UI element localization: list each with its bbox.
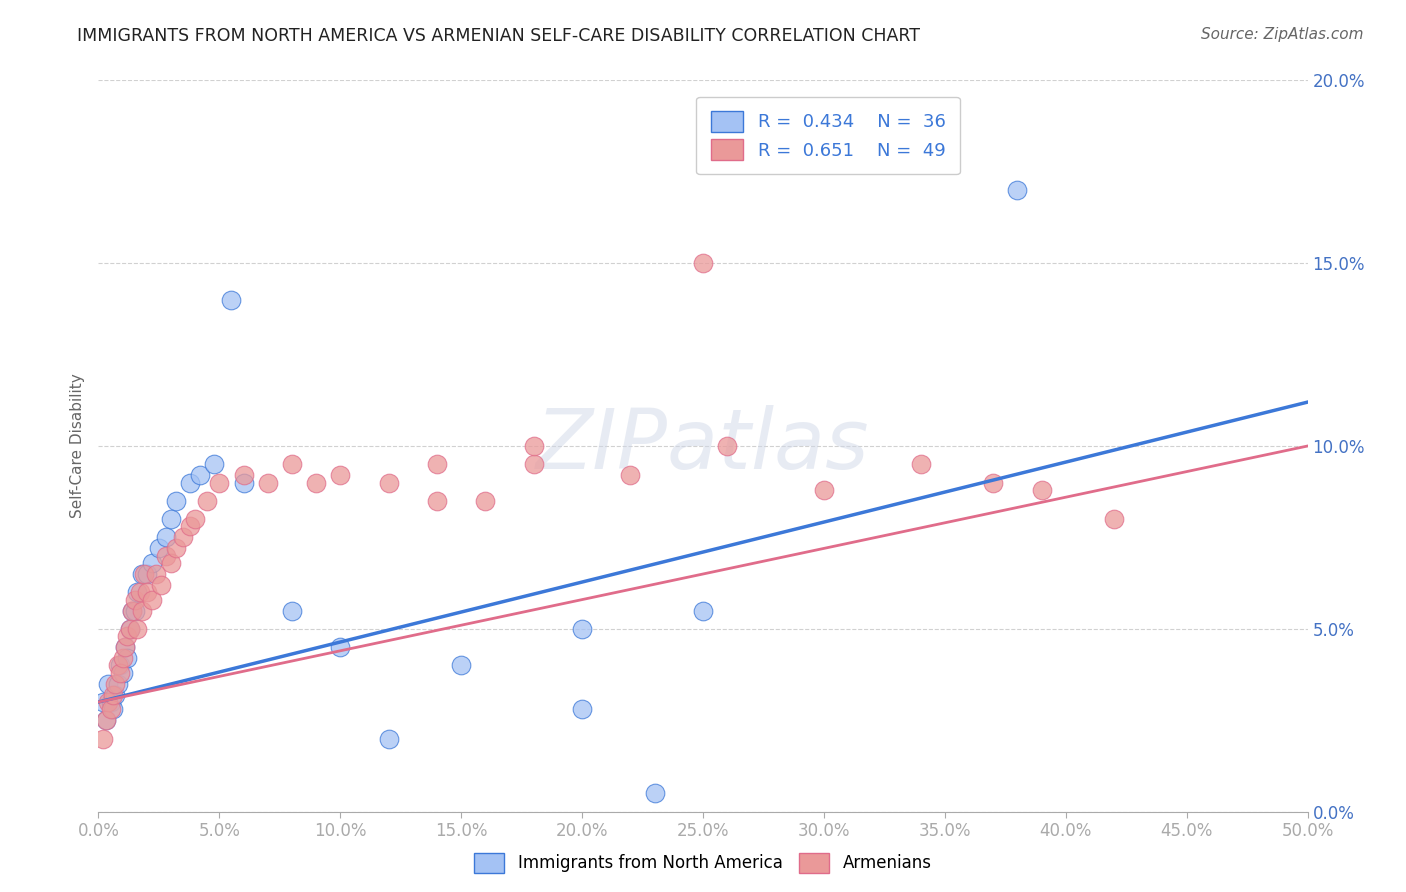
Point (118, 622, 141, 636)
Point (1007, 183, 1029, 197)
Point (184, 512, 207, 526)
Point (127, 585, 149, 599)
Point (108, 658, 131, 673)
Point (981, 475, 1004, 490)
Point (121, 603, 143, 617)
Point (101, 688, 124, 702)
Point (97, 676, 120, 690)
Point (124, 592, 146, 607)
Point (108, 665, 131, 680)
Point (114, 640, 136, 655)
Y-axis label: Self-Care Disability: Self-Care Disability (69, 374, 84, 518)
Point (111, 651, 134, 665)
Point (141, 556, 163, 570)
Point (692, 603, 714, 617)
Point (141, 592, 163, 607)
Point (256, 475, 278, 490)
Point (145, 567, 167, 582)
Point (377, 475, 399, 490)
Point (910, 457, 932, 471)
Text: Source: ZipAtlas.com: Source: ZipAtlas.com (1201, 27, 1364, 42)
Point (100, 695, 122, 709)
Point (195, 494, 218, 508)
Point (104, 688, 127, 702)
Point (148, 541, 170, 556)
Point (94, 714, 117, 728)
Point (204, 457, 226, 471)
Point (179, 475, 201, 490)
Point (135, 585, 157, 599)
Point (232, 475, 254, 490)
Text: IMMIGRANTS FROM NORTH AMERICA VS ARMENIAN SELF-CARE DISABILITY CORRELATION CHART: IMMIGRANTS FROM NORTH AMERICA VS ARMENIA… (77, 27, 921, 45)
Point (474, 494, 496, 508)
Point (131, 567, 153, 582)
Point (135, 567, 157, 582)
Point (97, 695, 120, 709)
Point (100, 702, 122, 716)
Point (1031, 483, 1053, 497)
Point (523, 457, 546, 471)
Point (221, 293, 243, 307)
Point (117, 651, 139, 665)
Point (813, 483, 835, 497)
Point (114, 640, 136, 655)
Point (107, 658, 129, 673)
Point (426, 457, 449, 471)
Point (644, 787, 666, 801)
Point (104, 676, 127, 690)
Point (94, 714, 117, 728)
Point (91, 695, 114, 709)
Point (179, 519, 201, 533)
Point (111, 665, 134, 680)
Point (160, 512, 183, 526)
Point (117, 629, 139, 643)
Point (107, 676, 129, 690)
Point (127, 622, 149, 636)
Point (281, 603, 304, 617)
Point (160, 556, 183, 570)
Point (619, 468, 641, 483)
Point (165, 541, 187, 556)
Point (150, 578, 173, 592)
Legend: Immigrants from North America, Armenians: Immigrants from North America, Armenians (468, 847, 938, 880)
Point (692, 256, 714, 270)
Point (155, 530, 177, 544)
Point (571, 622, 593, 636)
Point (232, 468, 254, 483)
Point (1102, 512, 1125, 526)
Point (329, 468, 352, 483)
Point (281, 457, 304, 471)
Point (165, 494, 187, 508)
Point (121, 603, 143, 617)
Point (172, 530, 194, 544)
Point (134, 567, 156, 582)
Point (208, 475, 231, 490)
Text: ZIPatlas: ZIPatlas (536, 406, 870, 486)
Point (716, 439, 738, 453)
Point (124, 603, 146, 617)
Point (131, 603, 153, 617)
Point (377, 731, 399, 746)
Point (523, 439, 546, 453)
Point (118, 622, 141, 636)
Point (426, 494, 449, 508)
Point (91, 731, 114, 746)
Point (155, 549, 177, 563)
Point (128, 585, 150, 599)
Legend: R =  0.434    N =  36, R =  0.651    N =  49: R = 0.434 N = 36, R = 0.651 N = 49 (696, 96, 960, 175)
Point (329, 640, 352, 655)
Point (188, 468, 211, 483)
Point (571, 702, 593, 716)
Point (450, 658, 472, 673)
Point (305, 475, 328, 490)
Point (101, 702, 124, 716)
